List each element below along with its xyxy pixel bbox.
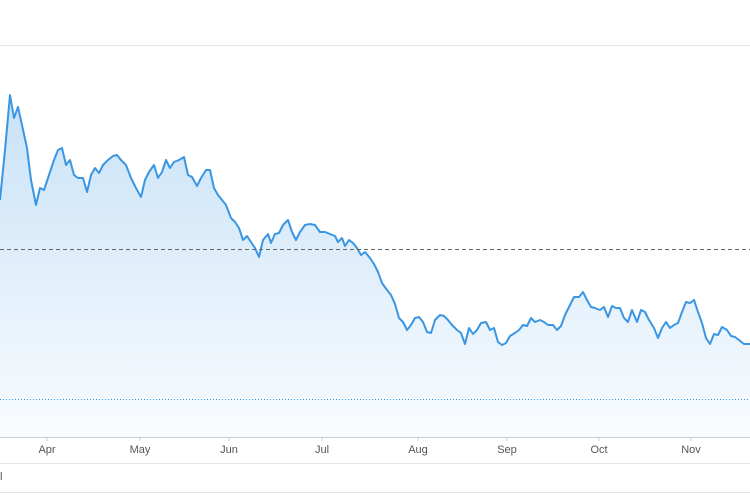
price-line <box>0 94 750 346</box>
x-tick-label: Jul <box>315 444 329 456</box>
x-tick-label: Oct <box>590 444 607 456</box>
x-tick-label: Apr <box>38 444 55 456</box>
x-tick-label: Sep <box>497 444 517 456</box>
x-tick-label: May <box>130 444 151 456</box>
x-tick-label: Aug <box>408 444 428 456</box>
x-tick-label: Jun <box>220 444 238 456</box>
x-tick-label: Nov <box>681 444 701 456</box>
range-button[interactable]: l <box>0 471 2 483</box>
